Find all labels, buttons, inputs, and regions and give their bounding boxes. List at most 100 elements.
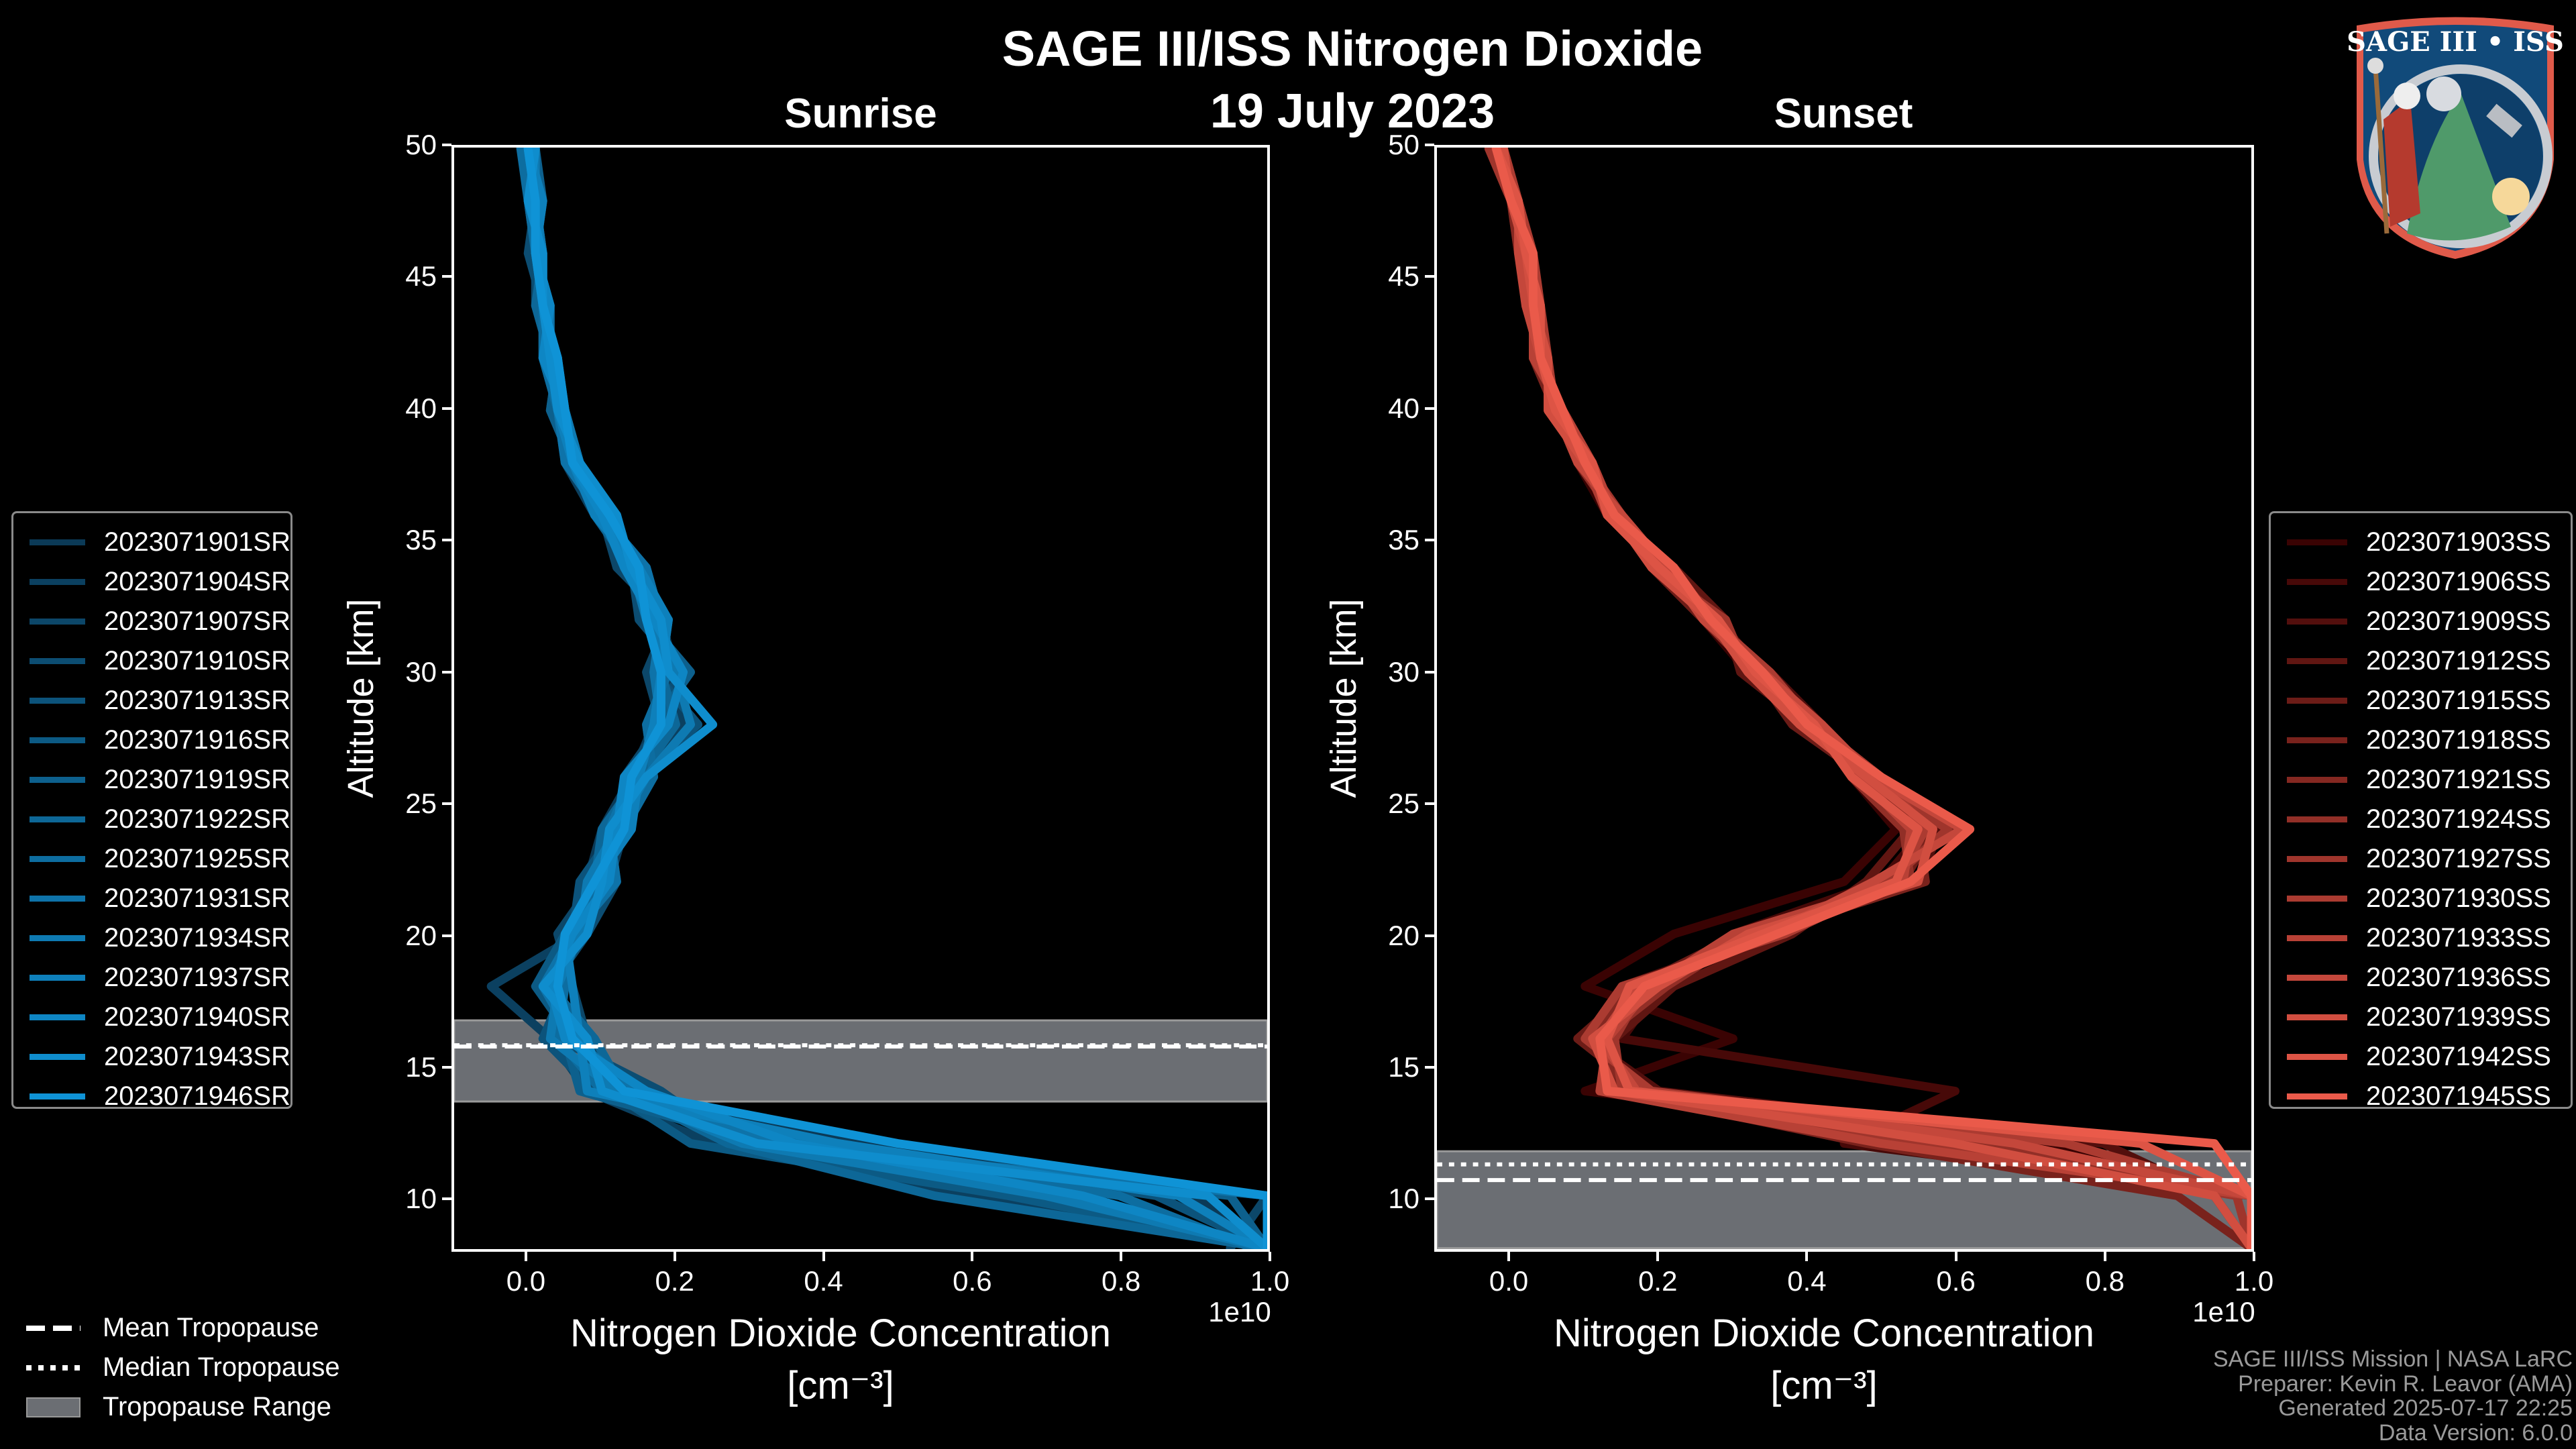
- line-swatch-icon: [30, 619, 85, 625]
- y-tick-mark: [442, 539, 451, 542]
- legend-label: 2023071942SS: [2366, 1042, 2551, 1071]
- gray-patch-icon: [26, 1397, 80, 1417]
- x-tick-label: 0.6: [1936, 1265, 1976, 1297]
- legend-item: 2023071943SR: [13, 1037, 290, 1077]
- sunset-x-axis-label: Nitrogen Dioxide Concentration: [1554, 1311, 2094, 1355]
- y-tick-label: 40: [1388, 392, 1419, 424]
- legend-item: 2023071910SR: [13, 641, 290, 681]
- y-tick-label: 20: [405, 919, 437, 951]
- legend-label: 2023071930SS: [2366, 883, 2551, 913]
- y-tick-label: 50: [405, 129, 437, 160]
- y-tick-label: 30: [1388, 655, 1419, 688]
- legend-label: 2023071927SS: [2366, 844, 2551, 873]
- x-tick-label: 0.0: [1489, 1265, 1529, 1297]
- y-tick-label: 10: [405, 1183, 437, 1215]
- legend-item: 2023071946SR: [13, 1077, 290, 1116]
- x-tick-label: 0.6: [953, 1265, 992, 1297]
- line-swatch-icon: [2287, 658, 2347, 664]
- legend-item: 2023071937SR: [13, 958, 290, 998]
- y-tick-label: 35: [405, 524, 437, 556]
- sunset-x-axis-unit: [cm⁻³]: [1770, 1364, 1878, 1407]
- y-tick-label: 35: [1388, 524, 1419, 556]
- x-tick-mark: [524, 1252, 527, 1261]
- y-tick-mark: [1425, 934, 1434, 937]
- legend-label: 2023071913SR: [103, 686, 290, 715]
- line-swatch-icon: [30, 1014, 85, 1020]
- legend-item: 2023071919SR: [13, 760, 290, 800]
- y-tick-label: 10: [1388, 1183, 1419, 1215]
- y-tick-mark: [442, 144, 451, 146]
- legend-item: 2023071909SS: [2271, 602, 2571, 641]
- x-tick-mark: [1656, 1252, 1660, 1261]
- line-swatch-icon: [30, 1093, 85, 1099]
- legend-label: 2023071933SS: [2366, 923, 2551, 953]
- profile-line-2023071946SR: [523, 148, 1267, 1249]
- legend-label: 2023071925SR: [103, 844, 290, 873]
- footer-generated: Generated 2025-07-17 22:25: [2278, 1395, 2573, 1421]
- legend-item: 2023071912SS: [2271, 641, 2571, 681]
- legend-label: Median Tropopause: [103, 1352, 340, 1382]
- legend-label: 2023071931SR: [103, 883, 290, 913]
- legend-label: 2023071901SR: [103, 527, 290, 557]
- legend-item: 2023071934SR: [13, 918, 290, 958]
- line-swatch-icon: [2287, 698, 2347, 704]
- x-tick-label: 0.2: [1638, 1265, 1678, 1297]
- footer-mission: SAGE III/ISS Mission | NASA LaRC: [2212, 1346, 2573, 1372]
- legend-label: 2023071940SR: [103, 1002, 290, 1032]
- line-swatch-icon: [30, 737, 85, 743]
- y-tick-mark: [442, 934, 451, 937]
- legend-item: 2023071927SS: [2271, 839, 2571, 879]
- legend-label: 2023071915SS: [2366, 686, 2551, 715]
- logo-title: SAGE III • ISS: [2347, 26, 2564, 58]
- sunrise-x-scale-label: 1e10: [1208, 1296, 1271, 1328]
- legend-label: Tropopause Range: [103, 1392, 331, 1421]
- x-tick-label: 0.4: [1787, 1265, 1827, 1297]
- sunrise-x-axis-unit: [cm⁻³]: [787, 1364, 894, 1407]
- x-tick-label: 1.0: [1250, 1265, 1290, 1297]
- legend-label: 2023071910SR: [103, 646, 290, 676]
- profile-line-2023071945SS: [1491, 148, 2251, 1249]
- line-swatch-icon: [30, 856, 85, 862]
- y-tick-label: 20: [1388, 919, 1419, 951]
- line-swatch-icon: [2287, 816, 2347, 822]
- legend-item: 2023071945SS: [2271, 1077, 2571, 1116]
- sage-iii-iss-mission-logo: SAGE III • ISS: [2343, 12, 2567, 262]
- x-tick-label: 0.2: [655, 1265, 694, 1297]
- legend-label: 2023071903SS: [2366, 527, 2551, 557]
- y-tick-label: 25: [405, 788, 437, 820]
- legend-item: 2023071930SS: [2271, 879, 2571, 918]
- x-tick-mark: [2103, 1252, 2106, 1261]
- legend-item: 2023071922SR: [13, 800, 290, 839]
- legend-label: 2023071937SR: [103, 963, 290, 992]
- y-tick-label: 45: [405, 260, 437, 292]
- panel-title-sunrise: Sunrise: [784, 91, 937, 137]
- y-tick-mark: [442, 670, 451, 674]
- legend-item: 2023071939SS: [2271, 998, 2571, 1037]
- y-tick-mark: [1425, 1197, 1434, 1201]
- credits-footer: SAGE III/ISS Mission | NASA LaRC Prepare…: [2213, 1347, 2573, 1445]
- y-tick-mark: [442, 1066, 451, 1069]
- x-tick-mark: [2253, 1252, 2255, 1261]
- sunset-x-scale-label: 1e10: [2192, 1296, 2255, 1328]
- line-swatch-icon: [2287, 975, 2347, 981]
- line-swatch-icon: [30, 1054, 85, 1060]
- y-tick-mark: [442, 1197, 451, 1201]
- line-swatch-icon: [30, 975, 85, 981]
- line-swatch-icon: [2287, 579, 2347, 585]
- legend-label: 2023071909SS: [2366, 606, 2551, 636]
- y-tick-mark: [442, 275, 451, 278]
- x-tick-mark: [1805, 1252, 1809, 1261]
- y-tick-mark: [1425, 802, 1434, 806]
- line-swatch-icon: [2287, 935, 2347, 941]
- legend-label: 2023071934SR: [103, 923, 290, 953]
- x-tick-mark: [1954, 1252, 1957, 1261]
- legend-label: 2023071906SS: [2366, 567, 2551, 596]
- line-swatch-icon: [2287, 1014, 2347, 1020]
- legend-item: 2023071925SR: [13, 839, 290, 879]
- dashed-line-icon: [26, 1325, 80, 1331]
- legend-item: 2023071918SS: [2271, 720, 2571, 760]
- y-tick-mark: [1425, 407, 1434, 410]
- x-tick-label: 1.0: [2234, 1265, 2274, 1297]
- sunset-y-axis-label: Altitude [km]: [1324, 598, 1364, 798]
- x-tick-label: 0.4: [804, 1265, 843, 1297]
